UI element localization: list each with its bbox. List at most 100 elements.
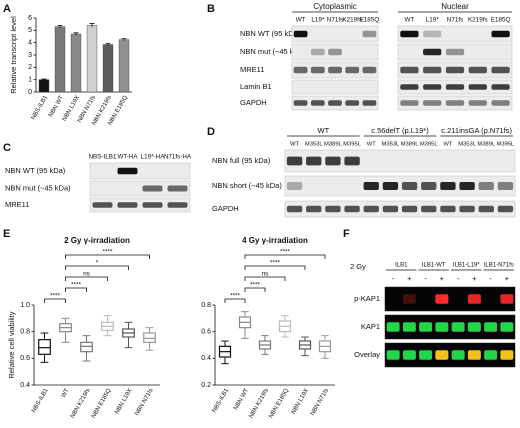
- panel-label: F: [343, 228, 350, 240]
- error-bar: [57, 25, 63, 28]
- blot-strip: [89, 197, 191, 213]
- significance-label: ns: [83, 271, 91, 278]
- band: [451, 322, 465, 332]
- band: [467, 294, 481, 304]
- blot-strip: [291, 79, 379, 95]
- group-label: ILB1-N71fs: [484, 263, 514, 269]
- error-bar: [41, 78, 47, 81]
- band: [310, 100, 325, 106]
- significance-label: ****: [270, 260, 281, 267]
- band: [484, 322, 498, 332]
- error-bar: [105, 42, 111, 46]
- band: [468, 100, 487, 106]
- significance-bracket: [244, 254, 326, 259]
- treatment-label: +: [505, 274, 510, 283]
- panel-label: B: [207, 3, 215, 15]
- band: [92, 202, 113, 208]
- band: [500, 350, 514, 360]
- treatment-label: +: [407, 274, 412, 283]
- y-tick-label: 5: [28, 27, 32, 34]
- band: [286, 182, 303, 190]
- y-tick-label: 0.8: [201, 302, 211, 309]
- band: [497, 182, 514, 190]
- y-tick-label: 1.0: [20, 302, 30, 309]
- y-tick-label: 1: [28, 77, 32, 84]
- treatment-label: +: [440, 274, 445, 283]
- significance-label: ****: [71, 282, 82, 289]
- band: [363, 182, 379, 190]
- row-label: MRE11: [240, 65, 264, 74]
- y-axis-label: Relative cell viability: [7, 311, 16, 378]
- significance-bracket: [224, 298, 246, 303]
- band: [445, 48, 465, 56]
- group-label: c.211insGA (p.N71fs): [441, 126, 512, 135]
- band: [382, 182, 399, 190]
- lane-label: M389L: [401, 142, 420, 148]
- significance-bracket: [65, 254, 150, 259]
- band: [478, 182, 494, 190]
- band: [293, 100, 308, 106]
- band: [500, 322, 514, 332]
- band: [468, 84, 487, 90]
- y-tick-label: 0.8: [20, 329, 30, 336]
- y-tick-label: 0.6: [201, 329, 211, 336]
- band: [402, 322, 416, 332]
- y-tick-label: 0.6: [20, 355, 30, 362]
- band: [459, 205, 475, 213]
- significance-label: ****: [230, 293, 241, 300]
- lane-label: K219fs: [342, 17, 362, 24]
- y-tick-label: 3: [28, 52, 32, 59]
- significance-bracket: [244, 276, 286, 281]
- y-tick-label: 0.4: [20, 382, 30, 389]
- row-label: NBN WT (95 kDa): [240, 29, 301, 38]
- band: [400, 30, 419, 38]
- band: [362, 30, 377, 38]
- blot-strip: [384, 286, 516, 312]
- row-label: GAPDH: [212, 204, 239, 213]
- chart-title: 4 Gy γ-irradiation: [242, 236, 308, 245]
- blot-strip: [284, 149, 516, 173]
- blot-strip: [291, 43, 379, 61]
- band: [491, 84, 510, 90]
- band: [306, 156, 322, 166]
- significance-bracket: [65, 276, 108, 281]
- lane-label: M395L: [420, 142, 439, 148]
- band: [497, 205, 514, 213]
- row-label: NBN full (95 kDa): [212, 156, 271, 165]
- band: [328, 100, 342, 106]
- band: [402, 294, 416, 304]
- row-label: GAPDH: [240, 98, 267, 107]
- band: [445, 66, 465, 74]
- chart-title: 2 Gy γ-irradiation: [64, 236, 130, 245]
- band: [423, 30, 442, 38]
- band: [293, 66, 308, 74]
- band: [400, 100, 419, 106]
- band: [467, 322, 481, 332]
- group-label: ILB1-L19*: [453, 263, 480, 269]
- band: [440, 205, 456, 213]
- x-tick-label: NBN K219fs: [248, 388, 270, 420]
- group-label: c.56delT (p.L19*): [371, 126, 429, 135]
- blot-strip: [89, 180, 191, 197]
- x-tick-label: NBS-ILB1: [31, 387, 50, 414]
- panel-label: C: [3, 142, 11, 154]
- bar: [118, 39, 130, 93]
- x-tick-label: NBN L19X: [291, 388, 310, 416]
- band: [459, 182, 475, 190]
- row-label: KAP1: [361, 322, 380, 331]
- box: [80, 341, 93, 353]
- lane-label: L19*-HA: [141, 154, 166, 161]
- lane-label: WT: [405, 17, 415, 24]
- treatment-label: +: [472, 274, 477, 283]
- group-label: WT: [317, 126, 329, 135]
- band: [401, 205, 418, 213]
- significance-bracket: [44, 298, 66, 303]
- band: [400, 84, 419, 90]
- lane-label: K219fs: [468, 17, 488, 24]
- band: [440, 182, 456, 190]
- bar: [102, 44, 114, 93]
- band: [435, 322, 449, 332]
- band: [421, 205, 437, 213]
- band: [345, 66, 360, 74]
